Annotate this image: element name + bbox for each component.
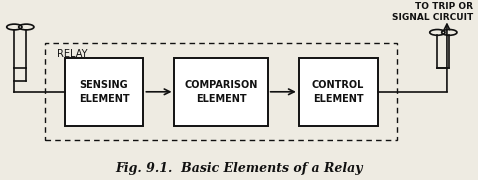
Text: Fig. 9.1.  Basic Elements of a Relay: Fig. 9.1. Basic Elements of a Relay xyxy=(115,162,363,175)
Bar xyxy=(174,58,268,126)
Text: CONTROL
ELEMENT: CONTROL ELEMENT xyxy=(312,80,364,104)
Text: COMPARISON
ELEMENT: COMPARISON ELEMENT xyxy=(185,80,258,104)
Text: RELAY: RELAY xyxy=(57,49,88,59)
Bar xyxy=(299,58,378,126)
Text: SENSING
ELEMENT: SENSING ELEMENT xyxy=(79,80,129,104)
Bar xyxy=(45,43,397,140)
Text: TO TRIP OR
SIGNAL CIRCUIT: TO TRIP OR SIGNAL CIRCUIT xyxy=(392,2,473,22)
Bar xyxy=(65,58,143,126)
